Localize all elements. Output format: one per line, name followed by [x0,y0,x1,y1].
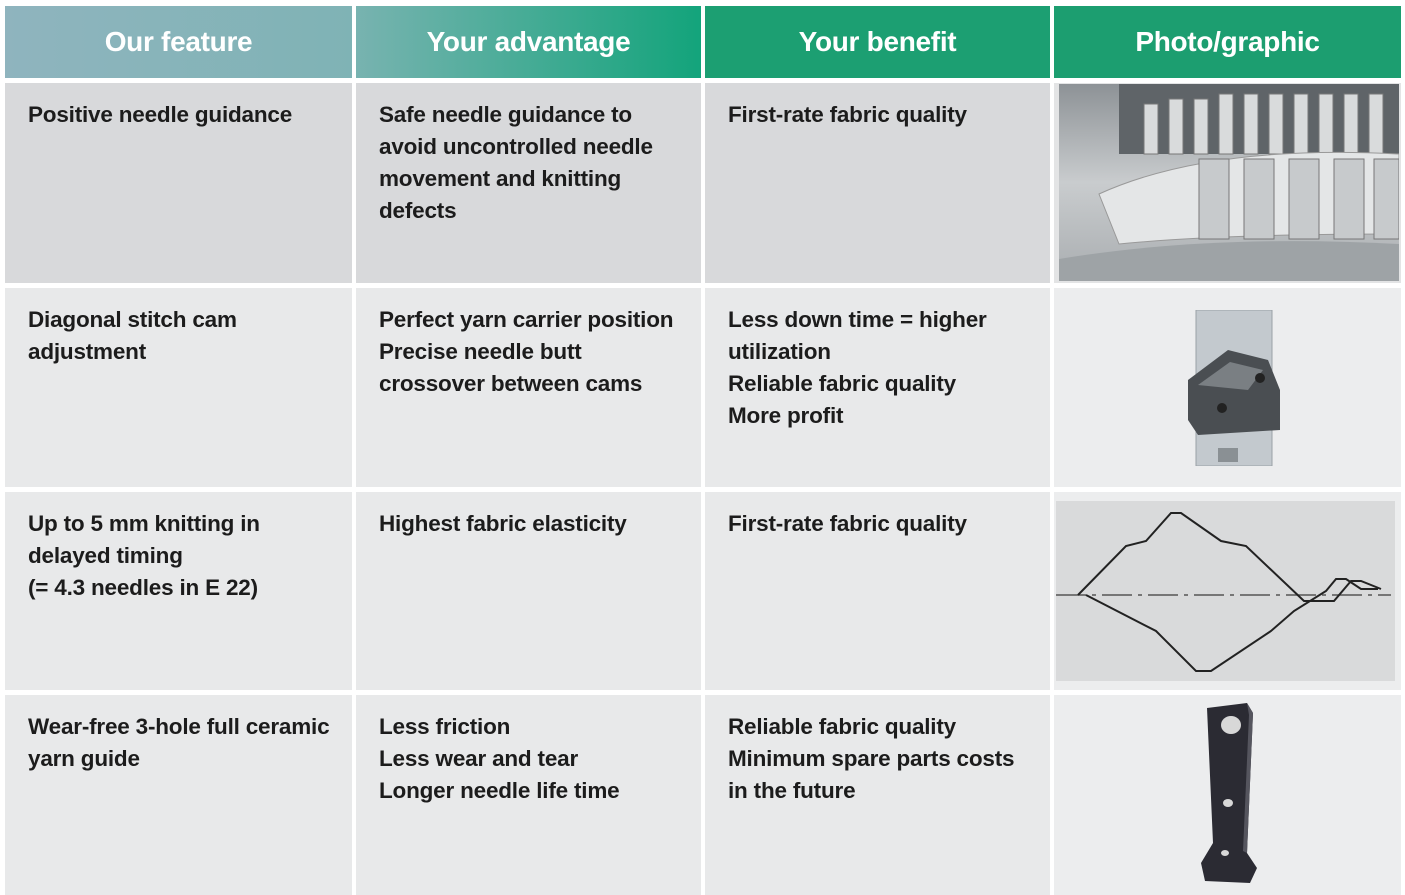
header-cell: Your advantage [356,6,701,78]
cell-text: Perfect yarn carrier position [379,307,674,332]
body-cell: First-rate fabric quality [705,83,1050,283]
cell-text: Up to 5 mm knitting in delayed timing [28,511,260,568]
body-cell: Diagonal stitch cam adjustment [5,288,352,487]
cell-text: Minimum spare parts costs in the future [728,746,1015,803]
cell-text: Reliable fabric quality [728,371,956,396]
body-cell: Wear-free 3-hole full ceramic yarn guide [5,695,352,895]
cell-text: Safe needle guidance to avoid uncontroll… [379,102,653,223]
header-text: Photo/graphic [1135,26,1320,57]
header-cell: Photo/graphic [1054,6,1401,78]
cam-photo [1188,310,1280,466]
cell-text: Precise needle butt crossover between ca… [379,339,643,396]
header-text: Your benefit [798,26,957,57]
body-cell: Up to 5 mm knitting in delayed timing (= … [5,492,352,690]
cell-text: Highest fabric elasticity [379,511,627,536]
body-cell: Perfect yarn carrier position Precise nee… [356,288,701,487]
body-cell: Safe needle guidance to avoid uncontroll… [356,83,701,283]
body-cell: Positive needle guidance [5,83,352,283]
body-cell: Highest fabric elasticity [356,492,701,690]
cell-text: Reliable fabric quality [728,714,956,739]
cell-text: First-rate fabric quality [728,102,967,127]
cell-text: (= 4.3 needles in E 22) [28,575,258,600]
cell-text: Wear-free 3-hole full ceramic yarn guide [28,714,330,771]
header-text: Your advantage [426,26,631,57]
header-cell: Our feature [5,6,352,78]
body-cell: First-rate fabric quality [705,492,1050,690]
cell-text: Less wear and tear [379,746,578,771]
timing-graphic [1056,501,1395,681]
cell-text: Longer needle life time [379,778,620,803]
yarn-guide-photo [1201,703,1257,883]
body-cell: Reliable fabric quality Minimum spare par… [705,695,1050,895]
body-cell: Less friction Less wear and tear Longer ne… [356,695,701,895]
cell-text: Less friction [379,714,511,739]
cell-text: Positive needle guidance [28,102,293,127]
cell-text: More profit [728,403,844,428]
cell-text: Diagonal stitch cam adjustment [28,307,237,364]
body-cell: Less down time = higher utilization Relia… [705,288,1050,487]
cell-text: Less down time = higher utilization [728,307,987,364]
header-text: Our feature [104,26,253,57]
cell-text: First-rate fabric quality [728,511,967,536]
machine-photo [1059,84,1399,281]
header-cell: Your benefit [705,6,1050,78]
